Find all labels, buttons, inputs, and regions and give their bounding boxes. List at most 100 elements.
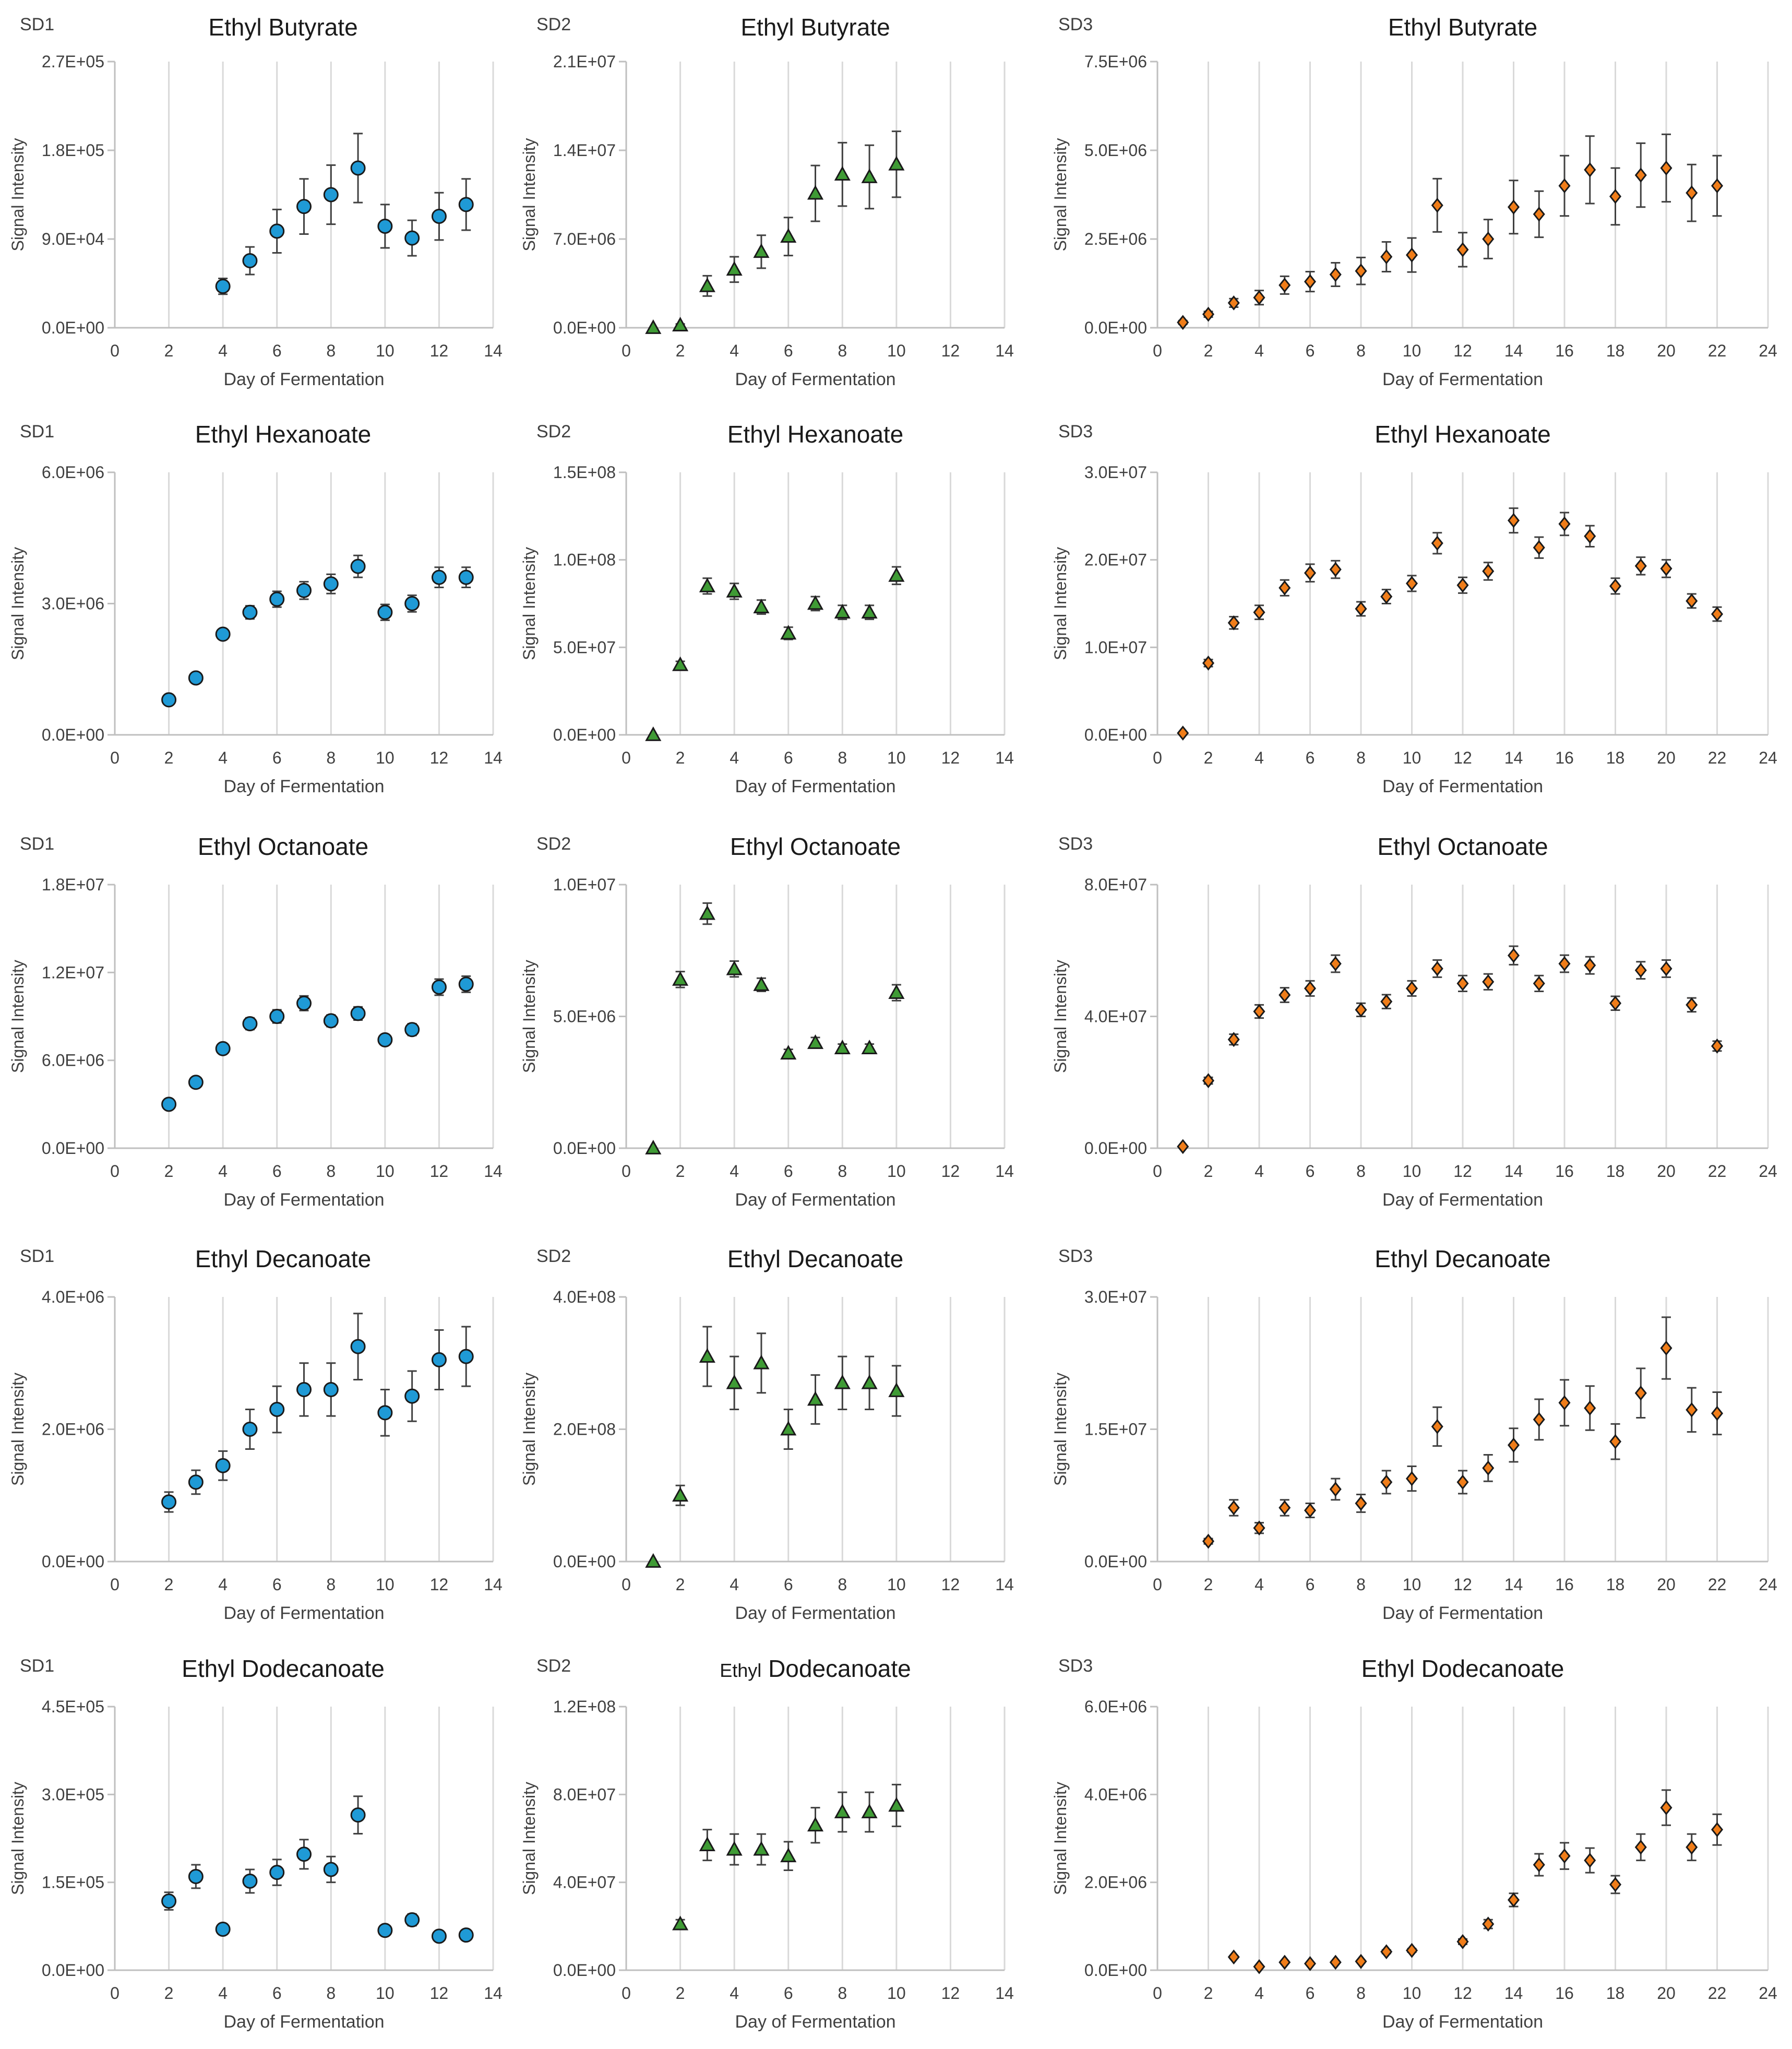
data-point [861, 604, 878, 619]
data-point [888, 984, 905, 999]
x-tick-label: 14 [1504, 748, 1523, 767]
y-tick-label: 8.0E+07 [553, 1785, 616, 1804]
data-point [1355, 601, 1367, 616]
x-axis-label: Day of Fermentation [1382, 1603, 1543, 1623]
chart-panel-11: SD2 Ethyl Decanoate 0 2 4 6 8 10 12 14 0.0E+00 2.0E… [520, 1245, 1014, 1623]
data-point [431, 1352, 447, 1367]
data-point [753, 1354, 770, 1369]
data-point [323, 1862, 339, 1877]
x-tick-label: 10 [376, 1162, 395, 1181]
data-point [188, 1474, 204, 1490]
data-point [1634, 168, 1647, 183]
x-tick-label: 6 [784, 748, 793, 767]
data-point [888, 567, 905, 582]
data-point [1304, 1503, 1317, 1518]
x-tick-label: 12 [941, 748, 960, 767]
chart-panel-8: SD2 Ethyl Octanoate 0 2 4 6 8 10 12 14 0.0E+00 5.0E… [520, 833, 1014, 1210]
x-tick-label: 12 [430, 748, 449, 767]
y-tick-label: 0.0E+00 [1084, 318, 1147, 337]
data-point [861, 1803, 878, 1818]
x-tick-label: 4 [1255, 1984, 1264, 2003]
chart-title: Ethyl Decanoate [195, 1245, 372, 1272]
x-tick-label: 22 [1708, 1162, 1727, 1181]
data-point [672, 317, 689, 332]
data-point [458, 976, 474, 992]
data-point [1456, 1474, 1469, 1490]
data-point [1380, 589, 1393, 604]
data-point [1660, 160, 1672, 176]
x-tick-label: 0 [622, 1162, 631, 1181]
panel-label: SD2 [536, 15, 571, 34]
x-tick-label: 16 [1555, 1984, 1574, 2003]
chart-title: Ethyl Decanoate [727, 1245, 904, 1272]
data-point [1686, 997, 1698, 1012]
chart-title: Ethyl Butyrate [1388, 14, 1537, 41]
chart-title: Ethyl Octanoate [198, 833, 368, 860]
y-axis-label: Signal Intensity [8, 547, 27, 660]
x-tick-label: 6 [272, 1162, 282, 1181]
data-point [1686, 1402, 1698, 1417]
x-tick-label: 8 [838, 1575, 847, 1594]
y-tick-label: 1.5E+05 [42, 1873, 104, 1892]
x-tick-label: 8 [1356, 748, 1366, 767]
x-tick-label: 6 [1306, 1984, 1315, 2003]
data-point [1634, 962, 1647, 978]
x-tick-label: 12 [941, 1575, 960, 1594]
y-tick-label: 0.0E+00 [553, 1961, 616, 1980]
data-point [1660, 961, 1672, 976]
x-tick-label: 12 [430, 1575, 449, 1594]
y-tick-label: 1.8E+07 [42, 875, 104, 894]
data-point [645, 319, 662, 334]
x-tick-label: 6 [784, 1162, 793, 1181]
x-tick-label: 4 [730, 748, 739, 767]
data-point [1584, 1853, 1596, 1868]
x-tick-label: 2 [676, 1575, 685, 1594]
data-point [888, 1797, 905, 1812]
x-tick-label: 0 [622, 341, 631, 360]
data-point [404, 1388, 420, 1404]
y-tick-label: 3.0E+07 [1084, 1288, 1147, 1306]
x-tick-label: 12 [1453, 341, 1472, 360]
panel-label: SD1 [20, 422, 54, 442]
y-tick-label: 0.0E+00 [1084, 1139, 1147, 1158]
data-point [1329, 1482, 1342, 1497]
x-tick-label: 0 [622, 748, 631, 767]
data-point [1279, 277, 1291, 293]
data-point [1329, 956, 1342, 971]
data-point [1711, 178, 1724, 194]
data-point [645, 1553, 662, 1568]
data-point [377, 1405, 393, 1421]
y-axis-label: Signal Intensity [1051, 960, 1070, 1073]
data-point [1227, 1500, 1240, 1516]
y-tick-label: 9.0E+04 [42, 230, 104, 248]
y-tick-label: 0.0E+00 [42, 1139, 104, 1158]
x-tick-label: 0 [110, 1984, 120, 2003]
data-point [1355, 1496, 1367, 1511]
data-point [1533, 540, 1545, 555]
data-point [1431, 961, 1443, 976]
x-tick-label: 12 [1453, 1984, 1472, 2003]
data-point [726, 1374, 743, 1389]
x-tick-label: 14 [484, 1575, 503, 1594]
x-tick-label: 2 [676, 1984, 685, 2003]
chart-title: Ethyl Hexanoate [195, 421, 372, 448]
x-tick-label: 24 [1759, 748, 1777, 767]
chart-title: Ethyl Hexanoate [1375, 421, 1551, 448]
data-point [458, 197, 474, 212]
data-point [1456, 577, 1469, 593]
data-point [807, 1034, 824, 1049]
data-point [458, 1927, 474, 1943]
x-tick-label: 4 [1255, 1162, 1264, 1181]
x-tick-label: 16 [1555, 341, 1574, 360]
x-tick-label: 12 [430, 1984, 449, 2003]
y-tick-label: 0.0E+00 [42, 1961, 104, 1980]
x-tick-label: 2 [1204, 341, 1213, 360]
x-tick-label: 10 [1403, 1162, 1421, 1181]
x-axis-label: Day of Fermentation [223, 370, 384, 389]
data-point [242, 1016, 258, 1032]
